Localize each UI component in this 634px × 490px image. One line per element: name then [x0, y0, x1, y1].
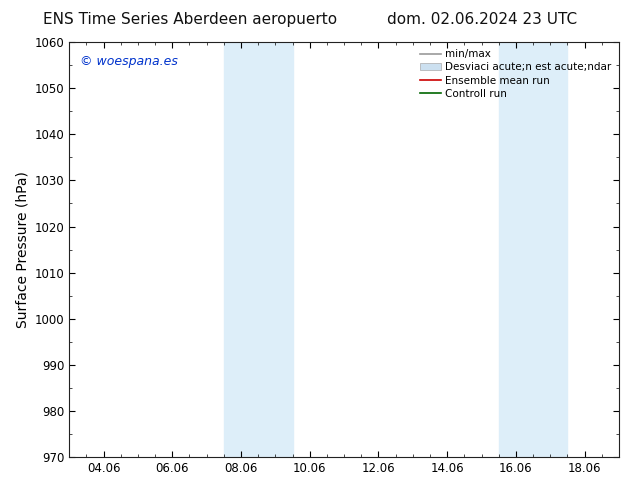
Bar [499, 42, 533, 457]
Bar [258, 42, 292, 457]
Legend: min/max, Desviaci acute;n est acute;ndar, Ensemble mean run, Controll run: min/max, Desviaci acute;n est acute;ndar… [418, 47, 614, 101]
Text: © woespana.es: © woespana.es [80, 54, 178, 68]
Text: dom. 02.06.2024 23 UTC: dom. 02.06.2024 23 UTC [387, 12, 577, 27]
Bar [533, 42, 567, 457]
Text: ENS Time Series Aberdeen aeropuerto: ENS Time Series Aberdeen aeropuerto [43, 12, 337, 27]
Bar [224, 42, 258, 457]
Y-axis label: Surface Pressure (hPa): Surface Pressure (hPa) [15, 171, 29, 328]
